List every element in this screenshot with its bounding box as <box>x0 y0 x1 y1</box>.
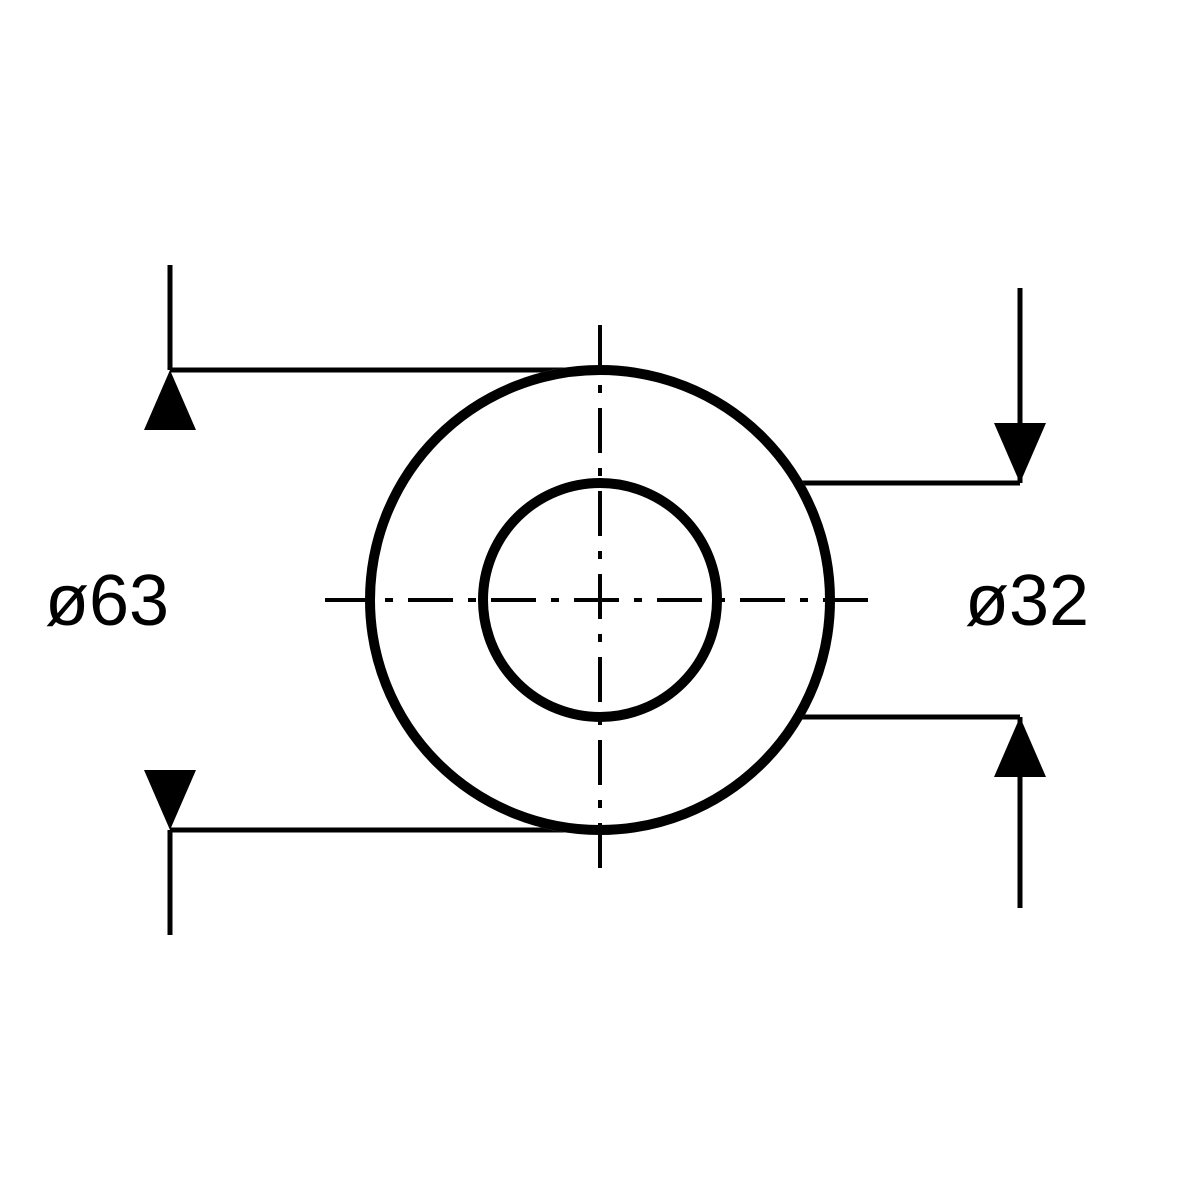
outer-diameter-label: ø63 <box>45 561 169 641</box>
technical-drawing: ø63 ø32 <box>0 0 1200 1200</box>
inner-diameter-label: ø32 <box>965 561 1089 641</box>
